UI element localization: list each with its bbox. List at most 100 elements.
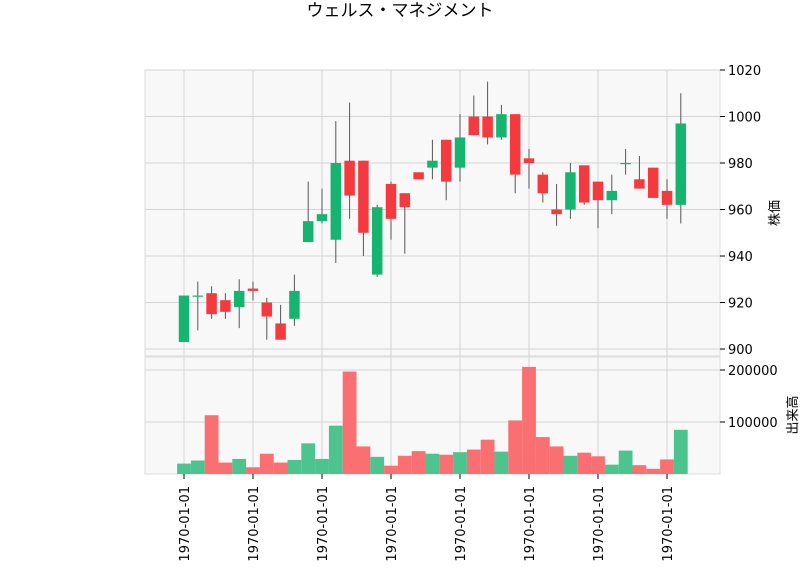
volume-bar — [287, 459, 302, 474]
volume-bar — [315, 458, 329, 474]
volume-bar — [246, 467, 260, 474]
candle-body — [468, 116, 480, 136]
candle-body — [247, 288, 259, 291]
volume-bar — [384, 465, 398, 474]
volume-tick-label: 200000 — [728, 364, 778, 379]
candle-body — [399, 193, 411, 208]
volume-bar — [190, 460, 205, 474]
candle-body — [220, 300, 231, 312]
candle-body — [551, 209, 562, 215]
volume-bar — [259, 453, 274, 474]
volume-bar — [177, 463, 191, 474]
axes: 900 920 940 960 980 1000 1020 100000 200000 1970-… — [178, 64, 778, 562]
candle-body — [482, 116, 493, 138]
candle-body — [275, 323, 286, 340]
price-tick-label: 920 — [728, 297, 753, 312]
candle-body — [413, 172, 424, 180]
volume-bar — [453, 452, 467, 474]
candle-body — [316, 214, 328, 222]
candle-body — [344, 160, 355, 196]
price-tick-label: 980 — [728, 157, 753, 172]
volume-bar — [439, 454, 454, 474]
volume-bar — [328, 425, 343, 474]
volume-bar — [342, 371, 357, 474]
price-tick-label: 1020 — [728, 64, 761, 79]
volume-bar — [466, 449, 481, 474]
candle-body — [302, 221, 314, 243]
price-axis-label: 株価 — [768, 200, 783, 226]
candle-body — [537, 174, 549, 194]
volume-bar — [632, 465, 647, 474]
candle-body — [565, 172, 576, 210]
volume-bars — [177, 366, 688, 474]
volume-bar — [204, 415, 219, 474]
volume-bar — [591, 456, 605, 474]
candle-body — [233, 290, 245, 308]
candle-body — [675, 123, 687, 205]
x-tick-label: 1970-01-01 — [385, 486, 400, 562]
candle-body — [647, 167, 659, 198]
volume-bar — [370, 456, 385, 474]
volume-bar — [508, 420, 523, 474]
x-tick-label: 1970-01-01 — [316, 486, 331, 562]
volume-bar — [604, 464, 619, 474]
candle-body — [620, 163, 631, 165]
volume-bar — [218, 462, 233, 474]
candles — [178, 81, 687, 343]
candle-body — [454, 137, 466, 168]
volume-bar — [397, 455, 412, 474]
candle-body — [634, 179, 645, 189]
candle-body — [261, 302, 273, 317]
candle-body — [661, 190, 673, 205]
volume-bar — [577, 452, 592, 474]
volume-bar — [494, 451, 509, 474]
candle-body — [509, 114, 521, 175]
candle-body — [206, 293, 217, 315]
x-tick-label: 1970-01-01 — [178, 486, 193, 562]
candle-body — [578, 165, 590, 203]
volume-bar — [301, 443, 316, 474]
candle-body — [330, 163, 342, 240]
price-tick-label: 900 — [728, 343, 753, 358]
candle-body — [371, 207, 383, 275]
volume-bar — [273, 462, 288, 474]
volume-bar — [535, 437, 550, 474]
price-tick-label: 960 — [728, 204, 753, 219]
volume-bar — [522, 366, 536, 474]
volume-bar — [411, 451, 426, 474]
x-tick-label: 1970-01-01 — [454, 486, 469, 562]
volume-bar — [646, 468, 661, 474]
x-tick-label: 1970-01-01 — [523, 486, 538, 562]
candle-body — [192, 295, 204, 297]
candle-body — [427, 160, 438, 168]
candle-body — [178, 295, 190, 343]
x-tick-label: 1970-01-01 — [661, 486, 676, 562]
price-panel-bg — [144, 69, 721, 357]
candle-body — [289, 290, 300, 319]
candle-body — [592, 181, 604, 201]
candle-body — [523, 158, 535, 164]
x-tick-label: 1970-01-01 — [592, 486, 607, 562]
candle-body — [358, 160, 369, 233]
volume-bar — [618, 450, 633, 474]
volume-bar — [673, 429, 688, 474]
volume-bar — [549, 446, 564, 474]
candle-body — [496, 114, 507, 138]
chart-title: ウェルス・マネジメント — [307, 1, 494, 21]
x-tick-label: 1970-01-01 — [247, 486, 262, 562]
volume-axis-label: 出来高 — [785, 395, 800, 434]
price-tick-label: 940 — [728, 250, 753, 265]
grid-layer — [144, 69, 721, 475]
volume-bar — [660, 459, 674, 474]
volume-tick-label: 100000 — [728, 416, 778, 431]
volume-bar — [356, 446, 371, 474]
candle-body — [440, 139, 452, 182]
candle-body — [606, 190, 618, 201]
volume-bar — [232, 458, 247, 474]
volume-bar — [563, 455, 578, 474]
volume-bar — [480, 439, 495, 474]
candle-body — [385, 183, 397, 219]
price-tick-label: 1000 — [728, 111, 761, 126]
